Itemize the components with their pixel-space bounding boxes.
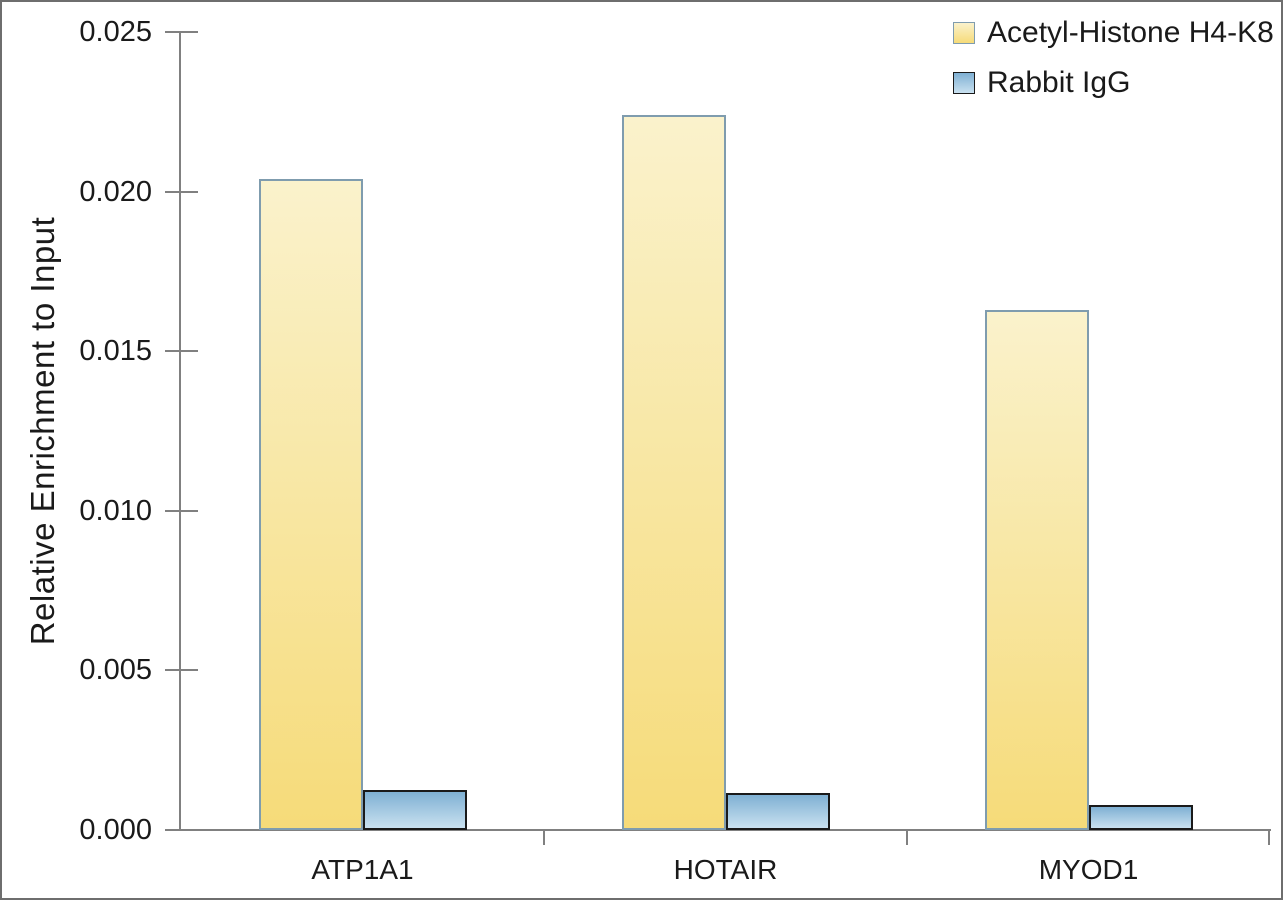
y-tick-mark — [165, 669, 198, 672]
y-tick-label: 0.015 — [79, 335, 152, 368]
y-axis-line — [179, 31, 181, 831]
y-tick-mark — [165, 829, 198, 831]
x-axis-line — [179, 829, 1271, 831]
legend-item-acetyl-histone: Acetyl-Histone H4-K8 — [953, 16, 1274, 50]
legend-item-rabbit-igg: Rabbit IgG — [953, 66, 1274, 100]
legend-label-acetyl-histone: Acetyl-Histone H4-K8 — [987, 16, 1274, 49]
bar-rabbit-igg-hotair — [725, 793, 830, 830]
y-tick-label: 0.020 — [79, 175, 152, 208]
x-tick-mark — [1268, 829, 1270, 845]
y-tick-label: 0.025 — [79, 16, 152, 48]
bar-rabbit-igg-atp1a1 — [362, 790, 467, 830]
bar-acetyl-histone-h4-k8-myod1 — [984, 310, 1089, 830]
y-tick-mark — [165, 31, 198, 33]
legend: Acetyl-Histone H4-K8 Rabbit IgG — [953, 16, 1274, 116]
legend-label-rabbit-igg: Rabbit IgG — [987, 66, 1131, 99]
bar-acetyl-histone-h4-k8-hotair — [621, 115, 726, 830]
y-tick-mark — [165, 350, 198, 353]
x-axis-label-myod1: MYOD1 — [1038, 854, 1139, 885]
x-tick-mark — [905, 829, 908, 845]
bar-rabbit-igg-myod1 — [1088, 805, 1193, 830]
x-tick-mark — [542, 829, 545, 845]
legend-swatch-acetyl-histone — [953, 22, 975, 44]
y-tick-label: 0.005 — [79, 654, 152, 687]
x-axis-label-hotair: HOTAIR — [673, 854, 778, 885]
x-axis-label-atp1a1: ATP1A1 — [311, 854, 414, 885]
legend-swatch-rabbit-igg — [953, 72, 975, 94]
y-axis-title: Relative Enrichment to Input — [24, 216, 61, 646]
y-tick-label: 0.010 — [79, 494, 152, 527]
y-tick-mark — [165, 509, 198, 512]
y-tick-label: 0.000 — [79, 814, 152, 846]
y-tick-mark — [165, 190, 198, 193]
bar-acetyl-histone-h4-k8-atp1a1 — [258, 179, 363, 830]
